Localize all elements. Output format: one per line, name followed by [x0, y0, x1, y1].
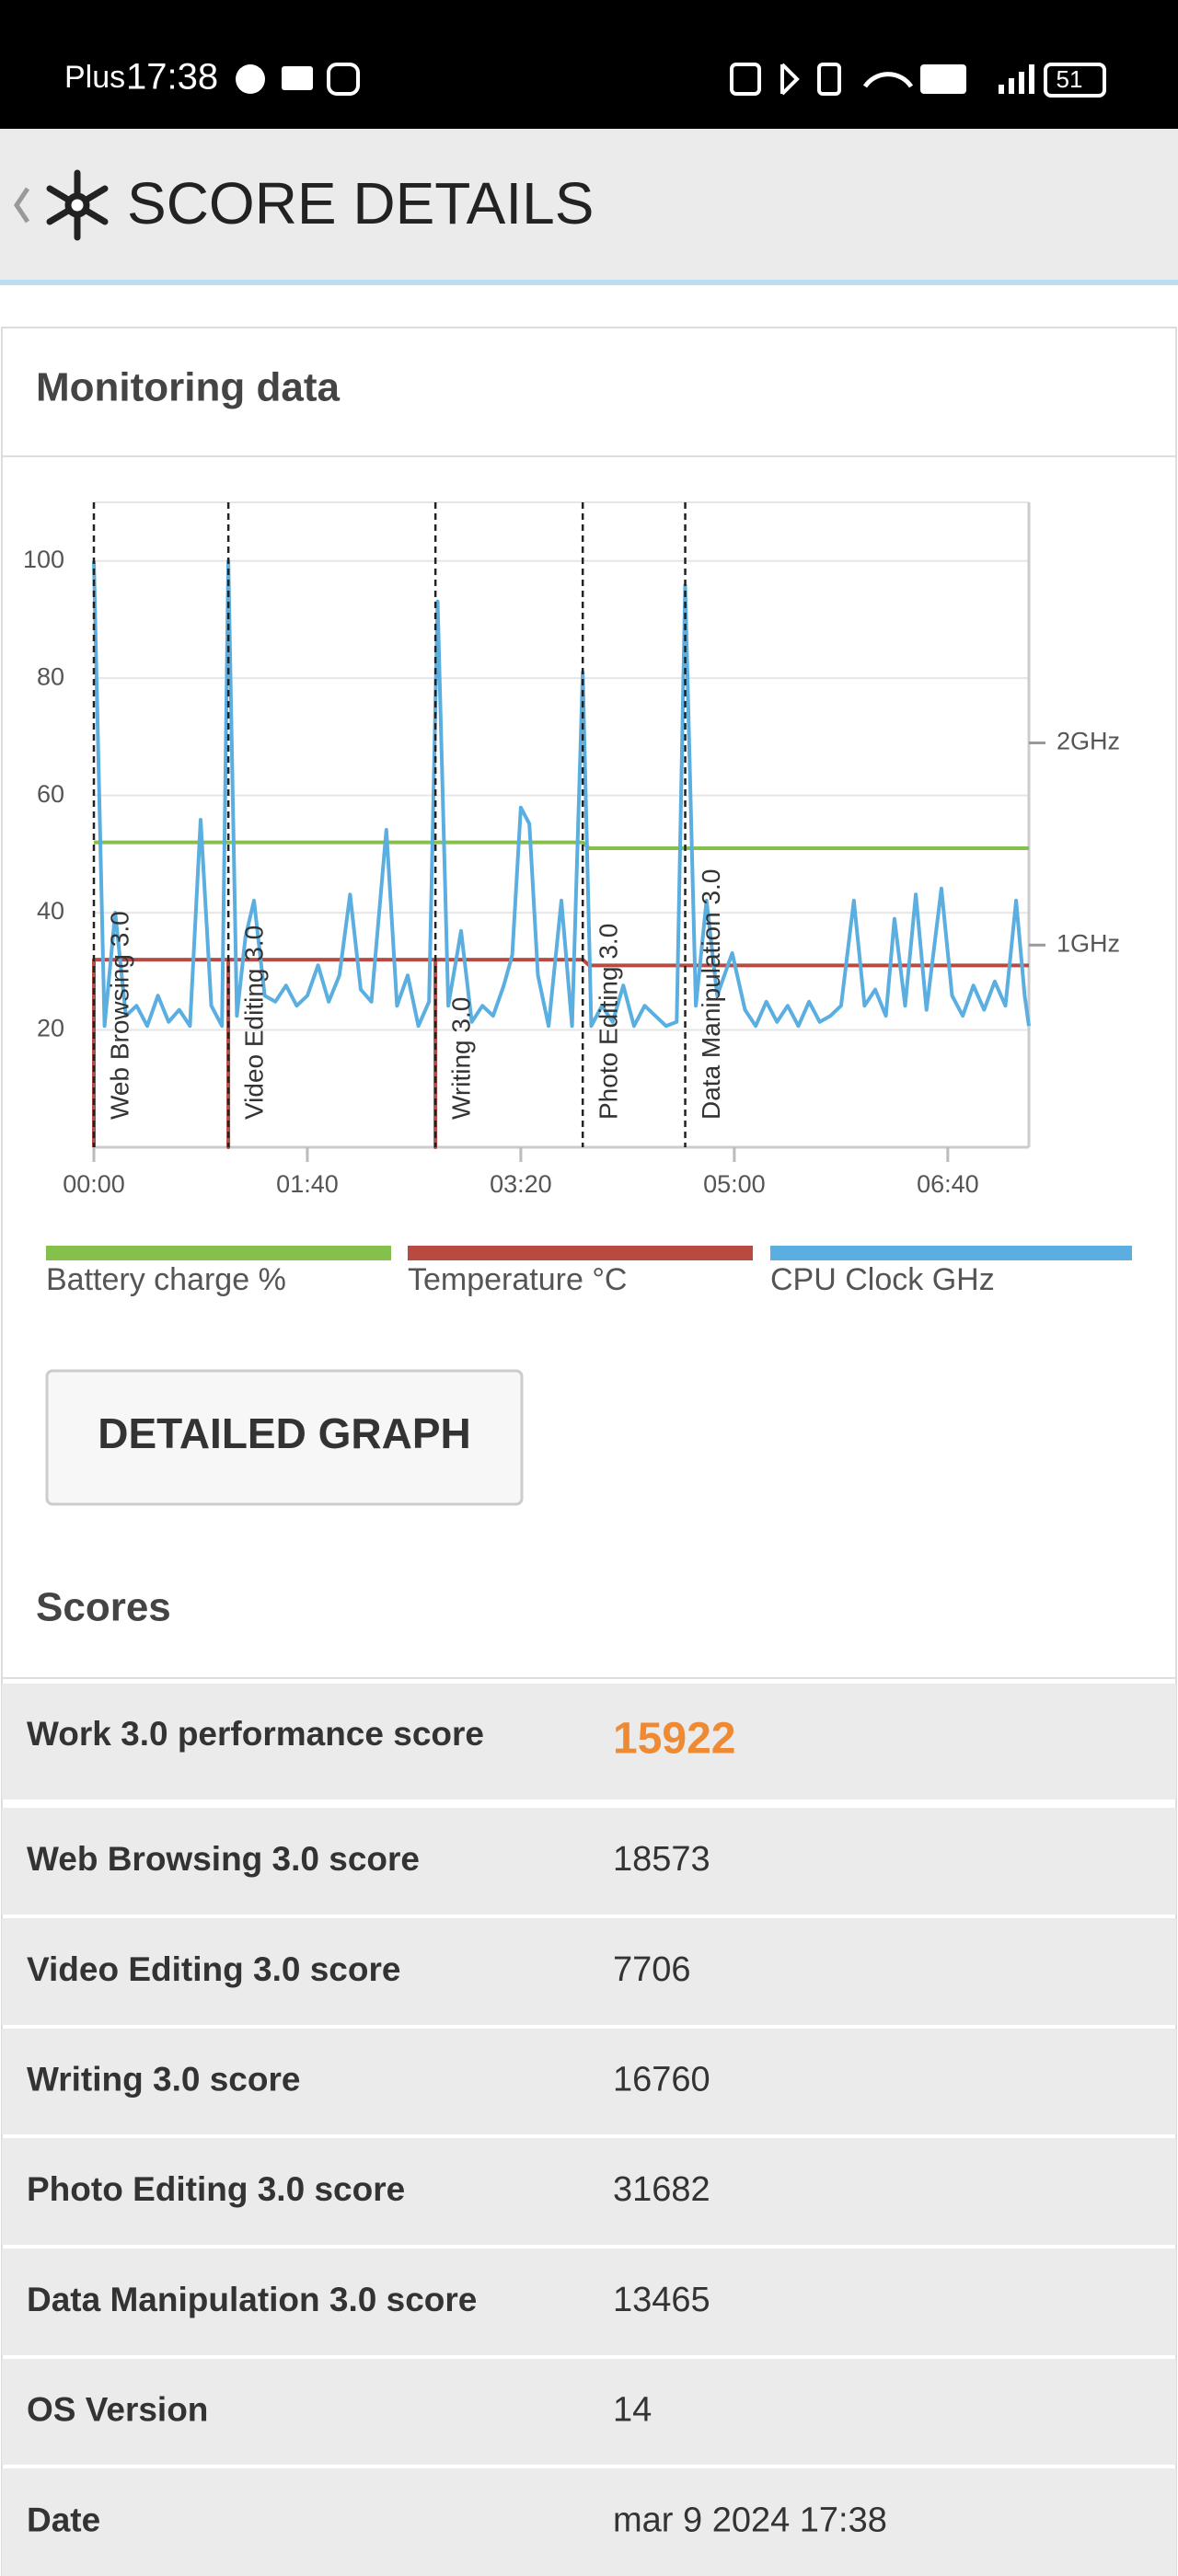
legend-swatch	[770, 1246, 1132, 1260]
score-value: 14	[613, 2391, 652, 2430]
button-label[interactable]: DETAILED GRAPH	[98, 1409, 471, 1457]
section-title: Scores	[36, 1585, 171, 1630]
x-tick-label: 00:00	[63, 1170, 125, 1198]
y-tick-label: 80	[37, 662, 64, 690]
back-button[interactable]	[13, 187, 30, 224]
test-marker-label: Writing 3.0	[447, 997, 476, 1120]
status-icons	[730, 63, 1034, 96]
legend-label: Temperature °C	[408, 1262, 627, 1297]
legend-label: CPU Clock GHz	[770, 1262, 995, 1297]
score-value: 18573	[613, 1840, 710, 1879]
y-tick-label: 40	[37, 897, 64, 925]
score-row	[2, 1918, 1176, 2025]
score-row	[2, 2359, 1176, 2465]
battery-level: 51	[1057, 65, 1083, 93]
x-tick-label: 06:40	[917, 1170, 979, 1198]
score-label: Photo Editing 3.0 score	[27, 2170, 405, 2208]
series-line	[92, 558, 1031, 1029]
score-row	[2, 2029, 1176, 2134]
y-tick-label: 100	[23, 546, 64, 573]
snowflake-icon	[46, 169, 109, 241]
page-title: SCORE DETAILS	[127, 170, 594, 236]
y-tick-label: 60	[37, 780, 64, 808]
score-value: mar 9 2024 17:38	[613, 2501, 887, 2540]
section-title: Monitoring data	[36, 365, 340, 410]
header-shadow	[0, 280, 1178, 285]
battery-icon	[1044, 63, 1106, 98]
score-row	[2, 2138, 1176, 2245]
score-row	[2, 1808, 1176, 1915]
score-label: Web Browsing 3.0 score	[27, 1840, 420, 1878]
score-row	[2, 2468, 1176, 2576]
score-value: 15922	[613, 1715, 735, 1764]
score-label: OS Version	[27, 2390, 208, 2428]
x-tick-label: 01:40	[276, 1170, 339, 1198]
x-tick-label: 05:00	[703, 1170, 766, 1198]
y2-tick-label: 2GHz	[1057, 728, 1120, 755]
score-label: Data Manipulation 3.0 score	[27, 2281, 477, 2318]
score-value: 7706	[613, 1950, 691, 1989]
score-value: 13465	[613, 2281, 710, 2319]
score-label: Writing 3.0 score	[27, 2060, 300, 2098]
test-marker-label: Web Browsing 3.0	[105, 911, 133, 1120]
legend-label: Battery charge %	[46, 1262, 286, 1297]
test-marker-label: Photo Editing 3.0	[595, 924, 623, 1120]
carrier: Plus	[64, 60, 125, 95]
score-value: 16760	[613, 2061, 710, 2099]
legend-swatch	[408, 1246, 753, 1260]
legend-swatch	[46, 1246, 391, 1260]
messenger-icon	[236, 64, 265, 94]
score-label: Work 3.0 performance score	[27, 1715, 484, 1753]
y2-tick-label: 1GHz	[1057, 929, 1120, 957]
detailed-graph-button[interactable]	[45, 1369, 524, 1506]
score-label: Video Editing 3.0 score	[27, 1950, 400, 1988]
instagram-icon	[327, 63, 360, 96]
score-row	[2, 2248, 1176, 2355]
test-marker-label: Data Manipulation 3.0	[697, 869, 725, 1120]
score-row	[2, 1684, 1176, 1800]
header	[0, 129, 1178, 282]
clock: 17:38	[126, 57, 218, 98]
score-label: Date	[27, 2501, 100, 2538]
x-tick-label: 03:20	[490, 1170, 552, 1198]
y-tick-label: 20	[37, 1015, 64, 1042]
status-bar	[0, 0, 1178, 129]
test-marker-label: Video Editing 3.0	[240, 926, 269, 1120]
mail-icon	[282, 66, 313, 90]
score-value: 31682	[613, 2170, 710, 2209]
